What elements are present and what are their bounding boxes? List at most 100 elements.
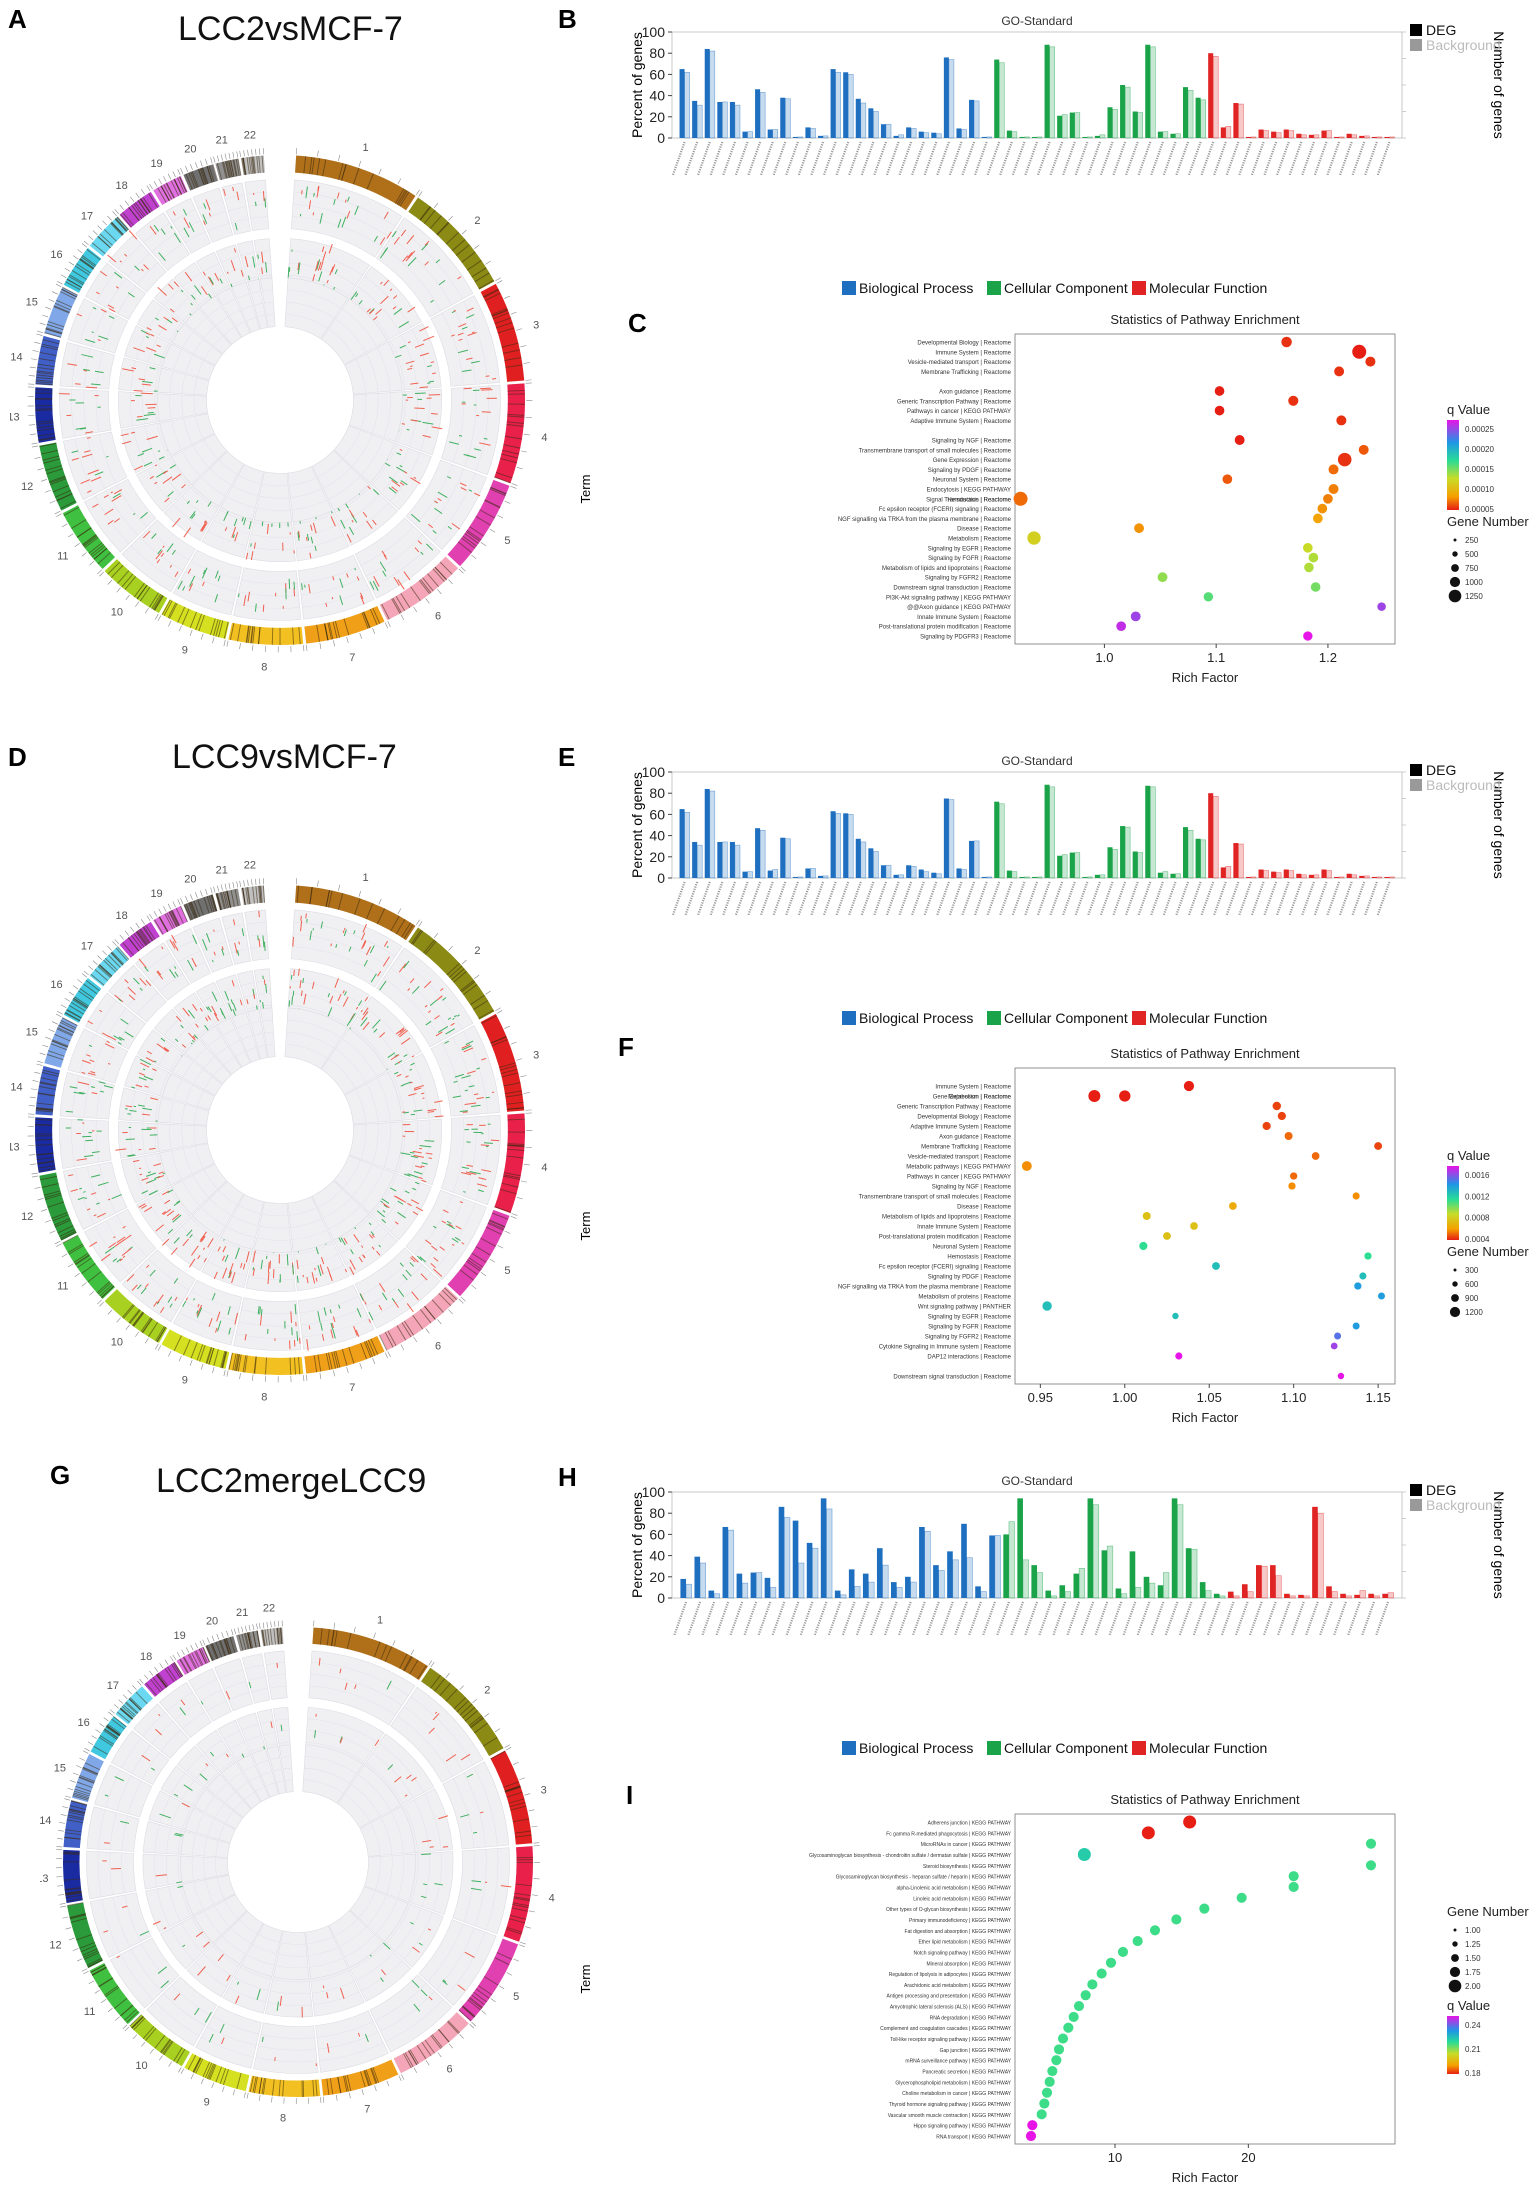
expression-mark [424,1140,435,1142]
cytoband-stripe [218,1640,226,1657]
expression-mark [269,1260,271,1269]
cytoband-stripe [412,1314,424,1330]
expression-mark [91,1192,97,1195]
background-bar [734,104,741,139]
circos-track [284,1007,349,1070]
expression-mark [232,1009,237,1017]
cytoband-stripe [447,2020,460,2034]
cytoband-stripe [66,278,82,289]
cytoband-stripe [106,1725,121,1736]
expression-mark [155,317,159,321]
cytoband-stripe [409,2049,419,2065]
background-bar [1250,136,1257,139]
chromosome-band [90,1716,127,1760]
cytoband-stripe [265,1357,267,1375]
cytoband-stripe [161,599,171,616]
enrichment-point [1288,1881,1299,1893]
pathway-scatter-c: Statistics of Pathway EnrichmentDevelopm… [578,312,1529,685]
enrichment-point [1352,1192,1360,1200]
cytoband-stripe [193,900,201,917]
expression-mark [228,1270,232,1279]
category-legend-swatch [842,1741,856,1755]
circos-tick [433,202,439,209]
cytoband-stripe [419,206,431,221]
circos-track [442,1761,510,1850]
expression-mark [421,243,429,251]
expression-mark [348,509,355,518]
expression-mark [90,1086,96,1089]
circos-tick [49,500,56,504]
cytoband-stripe [117,946,130,960]
circos-tick [252,1624,255,1631]
circos-tick [180,897,184,904]
cytoband-stripe [215,1641,223,1658]
cytoband-stripe [408,2050,418,2066]
y-tick-label: 0 [657,870,665,886]
circos-track [206,1773,252,1819]
deg-bar [1129,1551,1136,1598]
cytoband-stripe [63,506,80,516]
go-term-label [1074,881,1089,917]
expression-mark [135,1084,143,1088]
circos-tick [496,1010,503,1014]
circos-tick [170,1656,174,1662]
circos-track [192,187,234,243]
go-term-label [1248,1601,1263,1637]
go-term-label [721,141,736,177]
expression-mark [466,357,473,360]
background-bar [1162,131,1169,139]
expression-mark [430,1263,436,1269]
expression-mark [391,230,397,238]
cytoband-stripe [175,907,184,924]
expression-mark [341,216,347,228]
cytoband-stripe [156,1673,167,1688]
cytoband-stripe [168,911,177,928]
background-bar [1351,874,1357,879]
chromosome-label: 17 [107,1680,119,1692]
q-legend-title: q Value [1447,1998,1490,2013]
expression-mark [133,347,145,353]
circos-grid [360,394,367,430]
circos-tick [266,1621,268,1628]
cytoband-stripe [68,1005,85,1015]
cytoband-stripe [57,1225,74,1234]
expression-mark [226,271,229,274]
chromosome-label: 14 [10,351,22,363]
circos-grid [203,326,215,339]
expression-mark [163,316,169,321]
expression-mark [153,353,166,359]
circos-tick [211,1635,215,1642]
go-term-label [1363,881,1378,917]
circos-track [191,450,245,507]
expression-mark [261,2036,264,2042]
enrichment-point [1358,444,1369,455]
expression-mark [305,186,308,199]
go-term-label [1304,1601,1319,1637]
expression-mark [389,288,393,292]
expression-mark [141,1205,147,1209]
cytoband-stripe [398,190,408,206]
circos-grid [238,1321,299,1327]
background-bar [973,840,980,879]
cytoband-stripe [262,2078,267,2095]
go-term-label [935,881,950,917]
background-bar [961,129,967,139]
circos-grid [130,392,133,427]
go-term-label [973,141,988,177]
cytoband-stripe [69,1913,86,1918]
expression-mark [461,1242,465,1245]
deg-bar [755,89,761,138]
expression-mark [383,279,390,287]
cytoband-stripe [66,1009,82,1019]
expression-mark [173,1993,181,2001]
circos-grid [228,1692,250,1701]
cytoband-stripe [35,1118,53,1121]
cytoband-stripe [133,933,145,948]
expression-mark [166,543,174,553]
term-label: Hemostasis | Reactome [947,497,1011,503]
circos-tick [510,1215,517,1219]
expression-mark [156,971,164,980]
cytoband-stripe [116,1711,131,1723]
circos-grid [375,1856,381,1891]
circos-grid [160,1729,181,1752]
